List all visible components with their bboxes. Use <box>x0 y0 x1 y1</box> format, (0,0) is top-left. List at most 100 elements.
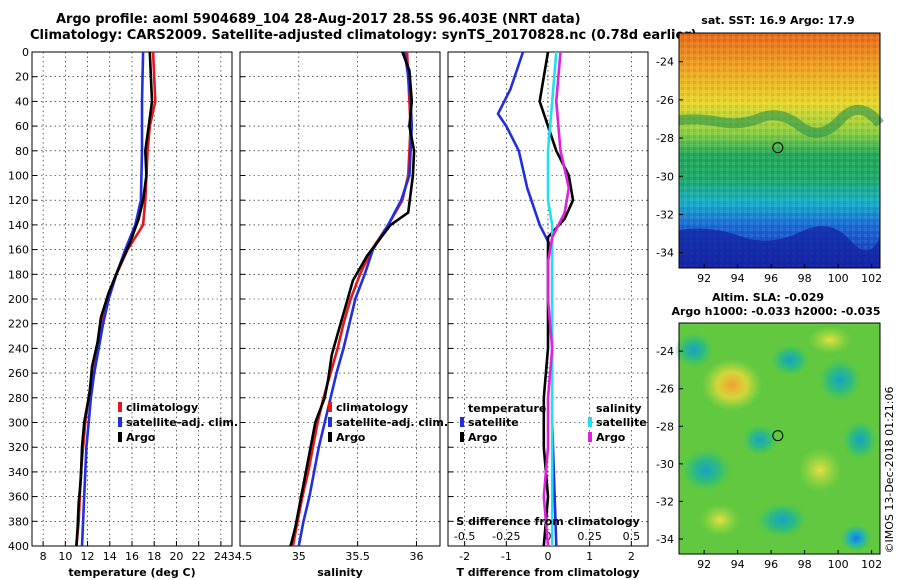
legend-swatch-satellite-adj <box>328 417 332 427</box>
salinity-x-ticks: 34.5 35 35.5 36 <box>228 541 423 563</box>
y-tick-label: 180 <box>8 268 29 281</box>
map-x-tick-label: 96 <box>764 558 778 571</box>
temperature-x-ticks: 8 10 12 14 16 18 20 22 24 <box>40 541 228 563</box>
y-tick-label: 20 <box>15 71 29 84</box>
sla-map-panel: Altim. SLA: -0.029 Argo h1000: -0.033 h2… <box>656 291 882 571</box>
t-difference-x-label: T difference from climatology <box>456 566 639 579</box>
y-tick-label: 360 <box>8 491 29 504</box>
x-tick-label: 18 <box>147 550 161 563</box>
s-difference-x-label: S difference from climatology <box>456 515 640 528</box>
x-tick-label: 36 <box>409 550 423 563</box>
x-tick-label: -2 <box>459 550 470 563</box>
map-y-tick-label: -30 <box>656 458 674 471</box>
temperature-panel: 8 10 12 14 16 18 20 22 24 0 20 40 60 80 100 120 140 160 1… <box>8 46 238 579</box>
salinity-panel: 34.5 35 35.5 36 salinity climatology satell… <box>228 51 448 579</box>
argo-location-marker <box>772 430 784 442</box>
sst-map-ticks: 92 94 96 98 100 102 -24 -26 -28 -30 -32 -34 <box>656 56 882 285</box>
y-tick-label: 280 <box>8 392 29 405</box>
legend-label-argo: Argo <box>336 431 366 444</box>
y-tick-label: 260 <box>8 367 29 380</box>
series-line-argo <box>289 51 416 547</box>
salinity-grid <box>239 51 440 547</box>
temperature-legend: climatology satellite-adj. clim. Argo <box>118 401 238 444</box>
map-x-tick-label: 94 <box>731 272 745 285</box>
salinity-x-label: salinity <box>317 566 363 579</box>
map-y-tick-label: -30 <box>656 170 674 183</box>
y-tick-label: 380 <box>8 515 29 528</box>
sla-map-subtitle: Argo h1000: -0.033 h2000: -0.035 <box>671 305 880 318</box>
map-y-tick-label: -26 <box>656 383 674 396</box>
legend-swatch-argo <box>328 432 332 442</box>
y-tick-label: 80 <box>15 145 29 158</box>
y-tick-label: 0 <box>22 46 29 59</box>
y-tick-label: 120 <box>8 194 29 207</box>
map-x-tick-label: 102 <box>861 558 882 571</box>
map-x-tick-label: 96 <box>764 272 778 285</box>
legend-swatch-satellite-adj <box>118 417 122 427</box>
legend-swatch-salinity-satellite <box>588 417 592 427</box>
x-tick-label: 22 <box>192 550 206 563</box>
legend-label-climatology: climatology <box>336 401 408 414</box>
x-tick-label: -1 <box>501 550 512 563</box>
y-tick-label: 240 <box>8 342 29 355</box>
s-diff-tick-label: 0.25 <box>577 530 602 543</box>
sst-map-cold-water <box>679 226 880 268</box>
y-tick-label: 300 <box>8 417 29 430</box>
x-tick-label: 8 <box>40 550 47 563</box>
legend-swatch-argo <box>118 432 122 442</box>
x-tick-label: 20 <box>169 550 183 563</box>
temperature-x-label: temperature (deg C) <box>68 566 195 579</box>
argo-location-marker <box>772 142 784 154</box>
y-tick-label: 60 <box>15 120 29 133</box>
legend-swatch-temperature-argo <box>460 432 464 442</box>
y-tick-label: 200 <box>8 293 29 306</box>
difference-legend: temperature satellite Argo salinity sate… <box>460 402 647 444</box>
legend-swatch-salinity-argo <box>588 432 592 442</box>
sst-map-title: sat. SST: 16.9 Argo: 17.9 <box>701 14 854 27</box>
sla-map-ticks: 92 94 96 98 100 102 -24 -26 -28 -30 -32 -34 <box>656 345 882 571</box>
y-tick-label: 140 <box>8 219 29 232</box>
map-y-tick-label: -32 <box>656 209 674 222</box>
map-y-tick-label: -32 <box>656 495 674 508</box>
x-tick-label: 1 <box>586 550 593 563</box>
legend-title-temperature: temperature <box>468 402 546 415</box>
legend-label-satellite-adj: satellite-adj. clim. <box>336 416 448 429</box>
legend-label-satellite-adj: satellite-adj. clim. <box>126 416 238 429</box>
sst-map-pixel-texture <box>679 33 880 268</box>
x-tick-label: 16 <box>125 550 139 563</box>
map-y-tick-label: -24 <box>656 345 674 358</box>
sst-map-front <box>678 105 884 138</box>
y-tick-label: 100 <box>8 170 29 183</box>
map-y-tick-label: -26 <box>656 94 674 107</box>
map-x-tick-label: 102 <box>861 272 882 285</box>
chart-title-line1: Argo profile: aoml 5904689_104 28-Aug-20… <box>56 12 581 27</box>
series-line-satellite-adj-clim- <box>80 51 145 547</box>
x-tick-label: 14 <box>103 550 117 563</box>
map-y-tick-label: -24 <box>656 56 674 69</box>
map-y-tick-label: -34 <box>656 247 674 260</box>
credit-label: ©IMOS 13-Dec-2018 01:21:06 <box>883 387 896 554</box>
y-tick-label: 340 <box>8 466 29 479</box>
map-y-tick-label: -34 <box>656 533 674 546</box>
y-tick-label: 40 <box>15 95 29 108</box>
legend-label-temperature-satellite: satellite <box>468 416 519 429</box>
map-y-tick-label: -28 <box>656 420 674 433</box>
difference-grid <box>448 51 648 547</box>
x-tick-label: 10 <box>58 550 72 563</box>
map-x-tick-label: 92 <box>697 272 711 285</box>
legend-label-salinity-satellite: satellite <box>596 416 647 429</box>
y-tick-label: 220 <box>8 318 29 331</box>
difference-series <box>496 51 575 547</box>
y-tick-label: 400 <box>8 540 29 553</box>
temperature-series <box>75 51 157 547</box>
map-x-tick-label: 98 <box>798 558 812 571</box>
map-x-tick-label: 98 <box>798 272 812 285</box>
chart-title-line2: Climatology: CARS2009. Satellite-adjuste… <box>30 28 697 43</box>
series-line-temperature-argo <box>538 51 575 547</box>
y-tick-label: 320 <box>8 441 29 454</box>
legend-swatch-climatology <box>118 402 122 412</box>
map-x-tick-label: 100 <box>828 558 849 571</box>
s-difference-x-ticks: -0.5 -0.25 0 0.25 0.5 <box>454 530 640 543</box>
x-tick-label: 34.5 <box>228 550 253 563</box>
